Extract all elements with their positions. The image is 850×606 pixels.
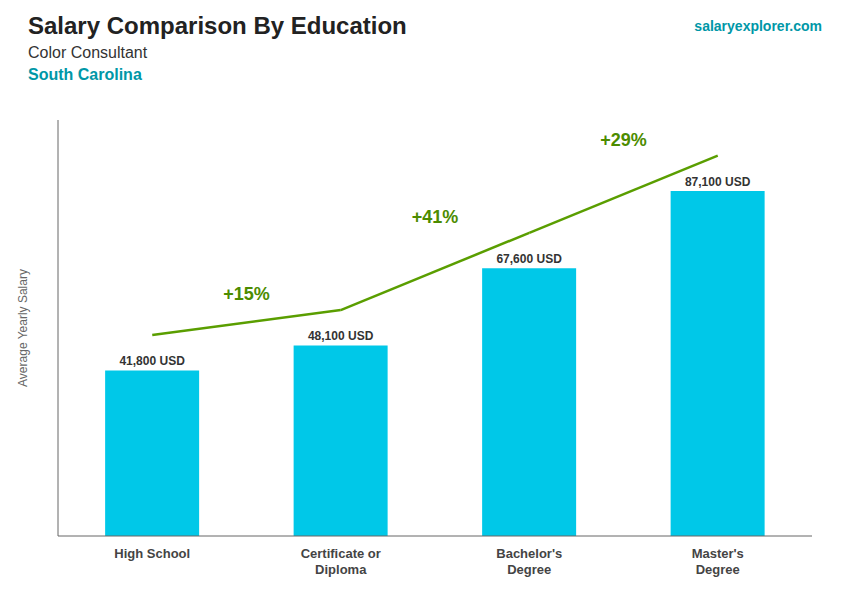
svg-text:+41%: +41% [412,207,459,227]
svg-text:Certificate orDiploma: Certificate orDiploma [301,546,381,577]
html-text:Salary Comparison By Education: Salary Comparison By Education [28,12,407,39]
svg-text:+29%: +29% [600,130,647,150]
html-text:salaryexplorer.com: salaryexplorer.com [694,18,822,34]
svg-text:41,800 USD: 41,800 USD [119,354,185,368]
svg-text:High School: High School [114,546,190,561]
svg-text:Master'sDegree: Master'sDegree [692,546,744,577]
svg-text:Average Yearly Salary: Average Yearly Salary [16,269,30,387]
svg-text:Bachelor'sDegree: Bachelor'sDegree [496,546,562,577]
svg-text:+15%: +15% [223,284,270,304]
svg-text:87,100 USD: 87,100 USD [685,175,751,189]
svg-text:48,100 USD: 48,100 USD [308,329,374,343]
svg-text:67,600 USD: 67,600 USD [496,252,562,266]
html-text:South Carolina: South Carolina [28,66,142,83]
html-text:Color Consultant: Color Consultant [28,44,148,61]
